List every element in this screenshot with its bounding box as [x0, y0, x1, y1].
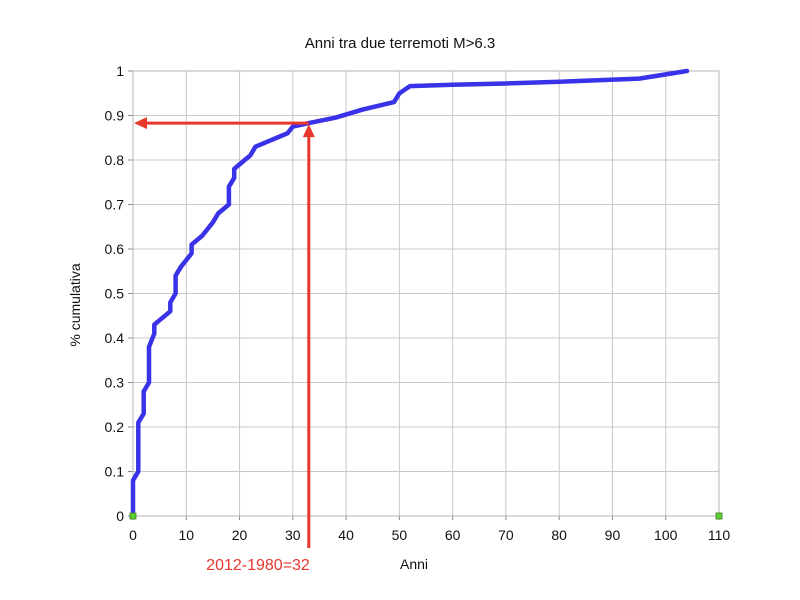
x-tick-label: 110: [708, 527, 731, 543]
x-axis-ticks: 0 10 20 30 40 50 60 70 80 90 100 110: [129, 527, 730, 543]
y-tick-label: 1: [116, 63, 124, 79]
plot-border: [132, 70, 720, 517]
x-tick-label: 30: [285, 527, 301, 543]
annotation-label: 2012-1980=32: [206, 557, 310, 574]
y-tick-label: 0.8: [105, 152, 125, 168]
marker-layer: [129, 512, 723, 520]
x-tick-label: 50: [392, 527, 408, 543]
series-line: [130, 68, 690, 514]
end-marker: [129, 512, 137, 520]
x-tick-label: 90: [605, 527, 621, 543]
y-axis-label: % cumulativa: [67, 263, 83, 346]
y-tick-label: 0.2: [105, 419, 125, 435]
end-marker: [715, 512, 723, 520]
y-tick-label: 0.3: [105, 375, 125, 391]
grid: [132, 70, 720, 517]
x-tick-label: 70: [498, 527, 514, 543]
chart-title: Anni tra due terremoti M>6.3: [305, 35, 496, 52]
y-tick-label: 0: [116, 508, 124, 524]
y-tick-label: 0.4: [105, 330, 125, 346]
y-tick-label: 0.1: [105, 464, 125, 480]
y-tick-label: 0.9: [105, 108, 125, 124]
x-tick-label: 80: [551, 527, 567, 543]
y-axis-ticks: 0 0.1 0.2 0.3 0.4 0.5 0.6 0.7 0.8 0.9 1: [105, 63, 125, 524]
annotation-vertical-arrowhead: [302, 124, 315, 138]
y-tick-label: 0.6: [105, 241, 125, 257]
y-tick-label: 0.7: [105, 197, 125, 213]
y-tick-label: 0.5: [105, 286, 125, 302]
annotation-layer: [134, 117, 315, 548]
x-tick-label: 100: [654, 527, 678, 543]
x-axis-label: Anni: [400, 556, 428, 572]
x-tick-label: 60: [445, 527, 461, 543]
x-tick-label: 20: [232, 527, 248, 543]
x-tick-label: 40: [338, 527, 354, 543]
x-tick-label: 10: [178, 527, 194, 543]
x-tick-label: 0: [129, 527, 137, 543]
series-layer: [130, 68, 690, 514]
annotation-horizontal-arrowhead: [134, 117, 147, 130]
plot-frame: [128, 70, 720, 520]
